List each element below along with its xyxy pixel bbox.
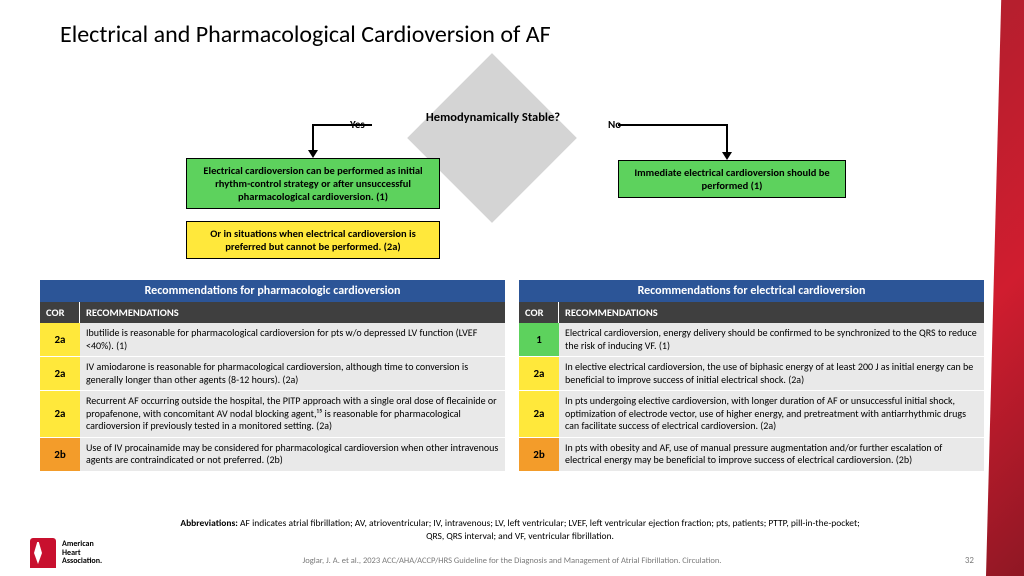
cor-cell: 2a [40,357,80,390]
rec-cell: In elective electrical cardioversion, th… [559,357,984,390]
cor-cell: 2a [519,391,559,437]
aha-logo: American Heart Association. [30,538,102,568]
rec-cell: In pts with obesity and AF, use of manua… [559,438,984,471]
table-pharmacologic: Recommendations for pharmacologic cardio… [40,280,505,472]
no-result-box: Immediate electrical cardioversion shoul… [618,160,846,198]
citation: Joglar, J. A. et al., 2023 ACC/AHA/ACCP/… [0,556,1024,566]
arrow-no-v [726,124,728,154]
cor-cell: 2a [40,391,80,437]
table-electrical: Recommendations for electrical cardiover… [519,280,984,472]
yes-result-box-2: Or in situations when electrical cardiov… [186,221,440,259]
rec-cell: Ibutilide is reasonable for pharmacologi… [80,323,505,356]
table-row: 2aIbutilide is reasonable for pharmacolo… [40,323,505,357]
abbreviations: Abbreviations: AF indicates atrial fibri… [180,517,860,542]
rec-cell: Electrical cardioversion, energy deliver… [559,323,984,356]
logo-text: American Heart Association. [62,540,102,566]
rec-header: RECOMMENDATIONS [80,302,505,323]
cor-cell: 2a [519,357,559,390]
rec-header: RECOMMENDATIONS [559,302,984,323]
table-row: 1Electrical cardioversion, energy delive… [519,323,984,357]
table-right-header: COR RECOMMENDATIONS [519,302,984,323]
arrow-yes-h [312,124,372,126]
table-left-header: COR RECOMMENDATIONS [40,302,505,323]
slide-accent-edge [986,0,1024,576]
cor-header: COR [40,302,80,323]
cor-header: COR [519,302,559,323]
recommendations-tables: Recommendations for pharmacologic cardio… [40,280,984,472]
cor-cell: 2a [40,323,80,356]
rec-cell: Use of IV procainamide may be considered… [80,438,505,471]
rec-cell: In pts undergoing elective cardioversion… [559,391,984,437]
arrow-no-h [618,124,728,126]
rec-cell: IV amiodarone is reasonable for pharmaco… [80,357,505,390]
table-row: 2bIn pts with obesity and AF, use of man… [519,438,984,472]
table-left-title: Recommendations for pharmacologic cardio… [40,280,505,302]
heart-icon [30,538,56,568]
arrow-no-head [722,152,732,160]
table-row: 2aIn pts undergoing elective cardioversi… [519,391,984,438]
table-row: 2aIn elective electrical cardioversion, … [519,357,984,391]
abbrev-label: Abbreviations: [180,517,238,529]
cor-cell: 1 [519,323,559,356]
table-row: 2aIV amiodarone is reasonable for pharma… [40,357,505,391]
table-row: 2aRecurrent AF occurring outside the hos… [40,391,505,438]
table-right-title: Recommendations for electrical cardiover… [519,280,984,302]
decision-text: Hemodynamically Stable? [408,110,578,126]
page-title: Electrical and Pharmacological Cardiover… [60,20,551,49]
page-number: 32 [965,555,974,566]
abbrev-text: AF indicates atrial fibrillation; AV, at… [238,517,860,541]
yes-result-box-1: Electrical cardioversion can be performe… [186,158,440,209]
cor-cell: 2b [519,438,559,471]
arrow-yes-head [308,150,318,158]
rec-cell: Recurrent AF occurring outside the hospi… [80,391,505,437]
arrow-yes-v [312,124,314,152]
table-row: 2bUse of IV procainamide may be consider… [40,438,505,472]
cor-cell: 2b [40,438,80,471]
